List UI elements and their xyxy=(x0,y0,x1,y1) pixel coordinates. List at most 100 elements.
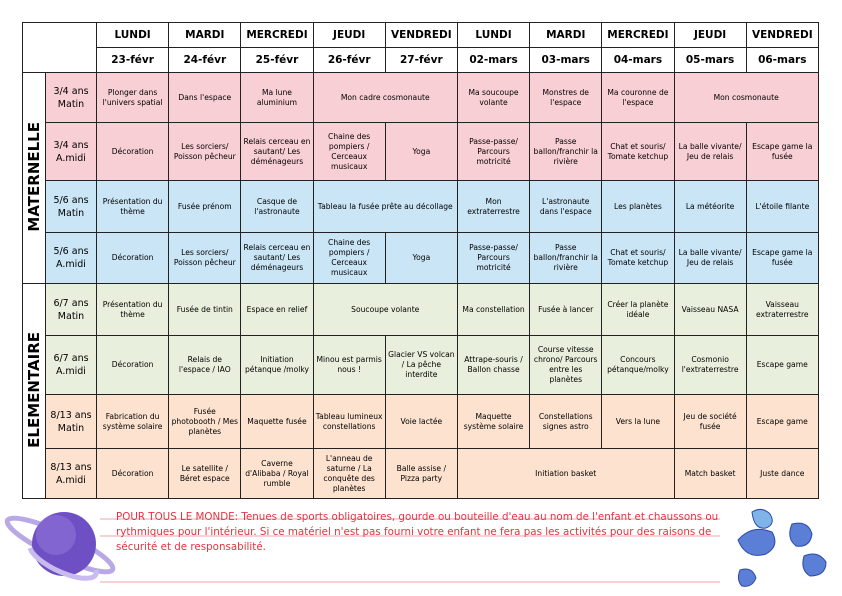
header-date: 02-mars xyxy=(456,47,531,73)
period: Matin xyxy=(57,207,85,219)
group-name: MATERNELLE xyxy=(25,121,43,232)
activity: Passe-passe/ Parcours motricité xyxy=(456,232,531,284)
activity: Maquette système solaire xyxy=(456,394,531,449)
period: A.midi xyxy=(56,259,86,270)
activity: Dans l'espace xyxy=(168,72,242,123)
activity: Concours pétanque/molky xyxy=(601,335,675,395)
header-row: 23-févr 24-févr 25-févr 26-févr 27-févr 02-ma… xyxy=(23,47,819,73)
age: 6/7 ans xyxy=(53,297,89,309)
group-label: ELEMENTAIRE xyxy=(22,283,46,499)
header-date: 03-mars xyxy=(529,47,603,73)
schedule-table: LUNDI MARDI MERCREDI JEUDI VENDREDI LUNDI MARD… xyxy=(22,22,819,499)
activity: Caverne d'Alibaba / Royal rumble xyxy=(240,448,314,499)
activity: Fusée à lancer xyxy=(529,283,603,336)
period: Matin xyxy=(57,98,85,110)
row: 3/4 ans A.midi Décoration Les sorciers/ Poi… xyxy=(23,122,819,181)
period: A.midi xyxy=(56,152,86,164)
activity: Mon extraterrestre xyxy=(456,180,531,233)
activity: La balle vivante/ Jeu de relais xyxy=(673,232,747,284)
activity: Fusée photobooth / Mes planètes xyxy=(168,394,242,449)
period: A.midi xyxy=(56,366,86,377)
activity: Vers la lune xyxy=(601,394,675,449)
header-date: 04-mars xyxy=(601,47,675,73)
header-row: LUNDI MARDI MERCREDI JEUDI VENDREDI LUNDI MARD… xyxy=(22,22,819,73)
header-day: JEUDI xyxy=(673,22,747,48)
activity: Fusée de tintin xyxy=(168,283,242,336)
activity: Ma lune aluminium xyxy=(240,72,314,123)
activity: L'étoile filante xyxy=(745,180,819,233)
header-day: MERCREDI xyxy=(240,22,314,48)
header-day: JEUDI xyxy=(312,22,386,48)
age: 8/13 ans xyxy=(50,409,92,421)
activity: Mon cadre cosmonaute xyxy=(312,72,458,123)
activity: Le satellite / Béret espace xyxy=(168,448,242,499)
activity: Décoration xyxy=(95,448,170,499)
activity: Passe ballon/franchir la rivière xyxy=(529,232,603,284)
activity: Juste dance xyxy=(745,448,819,499)
activity: Match basket xyxy=(673,448,747,499)
row: 8/13 ans Matin Fabrication du système sola… xyxy=(23,394,819,449)
activity: La météorite xyxy=(673,180,747,233)
activity: Passe ballon/franchir la rivière xyxy=(529,122,603,181)
age-cell: 3/4 ans A.midi xyxy=(45,122,97,181)
header-day: VENDREDI xyxy=(745,22,819,48)
header-date: 27-févr xyxy=(384,47,458,73)
age-cell: 6/7 ans Matin xyxy=(45,283,97,336)
activity: Minou est parmis nous ! xyxy=(312,335,386,395)
row: 8/13 ans A.midi Décoration Le satellite / B… xyxy=(23,448,819,499)
age: 3/4 ans xyxy=(53,85,89,97)
group-name: ELEMENTAIRE xyxy=(25,331,43,448)
activity: Ma soucoupe volante xyxy=(456,72,531,123)
header-day: MARDI xyxy=(168,22,242,48)
activity: Chaine des pompiers / Cerceaux musicaux xyxy=(312,122,386,181)
activity: Chat et souris/ Tomate ketchup xyxy=(601,122,675,181)
age: 3/4 ans xyxy=(53,139,89,151)
age: 5/6 ans xyxy=(53,194,89,206)
activity: Monstres de l'espace xyxy=(529,72,603,123)
activity: Escape game la fusée xyxy=(745,122,819,181)
header-day: MARDI xyxy=(529,22,603,48)
activity: Les planètes xyxy=(601,180,675,233)
age: 8/13 ans xyxy=(50,461,92,473)
header-date: 23-févr xyxy=(95,47,170,73)
row: MATERNELLE 3/4 ans Matin Plonger dans l'uni… xyxy=(22,72,819,284)
activity: Escape game xyxy=(745,335,819,395)
activity: Décoration xyxy=(95,122,170,181)
activity: Chaine des pompiers / Cerceaux musicaux xyxy=(312,232,386,284)
header-date: 05-mars xyxy=(673,47,747,73)
activity: Chat et souris/ Tomate ketchup xyxy=(601,232,675,284)
activity: Casque de l'astronaute xyxy=(240,180,314,233)
activity: Relais cerceau en sautant/ Les déménageu… xyxy=(240,122,314,181)
header-day: LUNDI xyxy=(456,22,531,48)
header-day: VENDREDI xyxy=(384,22,458,48)
header-date: 06-mars xyxy=(745,47,819,73)
activity: Les sorciers/ Poisson pêcheur xyxy=(168,232,242,284)
activity: Relais cerceau en sautant/ Les déménageu… xyxy=(240,232,314,284)
activity: L'astronaute dans l'espace xyxy=(529,180,603,233)
activity: Voie lactée xyxy=(384,394,458,449)
activity: Glacier VS volcan / La pêche interdite xyxy=(384,335,458,395)
activity: Fusée prénom xyxy=(168,180,242,233)
activity: Soucoupe volante xyxy=(312,283,458,336)
activity: Initiation pétanque /molky xyxy=(240,335,314,395)
activity: Les sorciers/ Poisson pêcheur xyxy=(168,122,242,181)
period: Matin xyxy=(57,310,85,322)
activity: Fabrication du système solaire xyxy=(95,394,170,449)
activity: Jeu de société fusée xyxy=(673,394,747,449)
activity: Tableau la fusée prête au décollage xyxy=(312,180,458,233)
age-cell: 8/13 ans Matin xyxy=(45,394,97,449)
activity: Vaisseau NASA xyxy=(673,283,747,336)
header-date: 24-févr xyxy=(168,47,242,73)
activity: Espace en relief xyxy=(240,283,314,336)
age: 6/7 ans xyxy=(53,353,89,364)
group-label: MATERNELLE xyxy=(22,72,46,284)
age-cell: 8/13 ans A.midi xyxy=(45,448,97,499)
activity: La balle vivante/ Jeu de relais xyxy=(673,122,747,181)
activity: Cosmonio l'extraterrestre xyxy=(673,335,747,395)
activity: Plonger dans l'univers spatial xyxy=(95,72,170,123)
activity: Présentation du thème xyxy=(95,283,170,336)
activity: Passe-passe/ Parcours motricité xyxy=(456,122,531,181)
note: POUR TOUS LE MONDE: Tenues de sports obl… xyxy=(116,511,719,553)
activity: Escape game xyxy=(745,394,819,449)
